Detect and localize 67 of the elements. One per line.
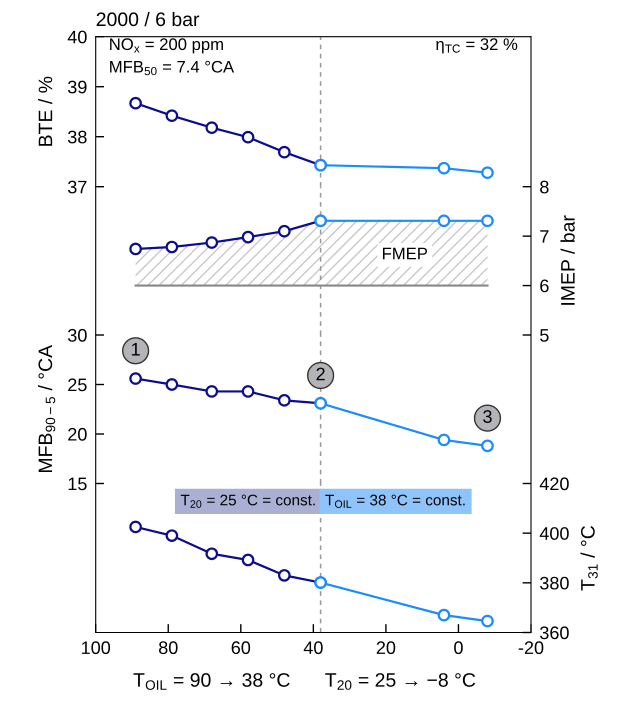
y-tick-label: 37 xyxy=(68,180,86,194)
x-tick-label: 20 xyxy=(376,641,396,654)
point xyxy=(242,554,254,566)
x-tick-label: -20 xyxy=(518,641,544,654)
annotation: T$_{OIL}$ = 38 °C = const. xyxy=(325,494,465,508)
y-tick-label: 25 xyxy=(68,378,87,392)
y-tick-label: 39 xyxy=(68,80,87,94)
y2-tick-label: 5 xyxy=(540,329,549,342)
point xyxy=(278,146,291,159)
x-tick-label: 60 xyxy=(232,641,250,654)
annotation: T$_{20}$ = 25 °C = const. xyxy=(180,494,315,508)
y2-tick-label: 380 xyxy=(540,576,569,590)
y-tick-label: 30 xyxy=(68,328,87,342)
annotation: NO$_{x}$ = 200 ppm xyxy=(110,38,223,54)
text: T$_{20}$ = 25 → −8 °C xyxy=(325,673,476,690)
point xyxy=(278,224,291,238)
point xyxy=(481,166,494,180)
point xyxy=(205,385,218,398)
y2-axis-title: IMEP / bar xyxy=(560,215,575,305)
x-tick-label: 40 xyxy=(304,641,323,654)
point xyxy=(129,520,142,534)
chart-title: 2000 / 6 bar xyxy=(96,12,200,26)
y-tick-label: 15 xyxy=(68,478,87,490)
point xyxy=(166,378,178,391)
point xyxy=(438,214,450,228)
point xyxy=(438,162,450,175)
annotation: FMEP xyxy=(382,248,428,260)
point xyxy=(166,529,178,542)
x-tick-label: 80 xyxy=(158,641,178,654)
y-tick-label: 38 xyxy=(68,130,87,144)
y2-tick-label: 400 xyxy=(540,527,569,540)
y2-tick-label: 8 xyxy=(540,180,549,194)
y2-tick-label: 7 xyxy=(540,230,548,243)
point xyxy=(481,614,494,628)
y-tick-label: 40 xyxy=(68,30,87,44)
y-axis-title: MFB$_{90−5}$ / °CA xyxy=(38,344,56,472)
y2-tick-label: 360 xyxy=(540,626,569,640)
point xyxy=(438,434,450,446)
y2-axis-title: T$_{31}$ / °C xyxy=(580,526,598,591)
text: T$_{OIL}$ = 90 → 38 °C xyxy=(133,673,290,690)
point xyxy=(242,385,254,398)
point xyxy=(166,109,178,122)
annotation: MFB$_{50}$ = 7.4 °CA xyxy=(110,60,234,76)
point xyxy=(129,96,142,110)
point xyxy=(205,236,218,249)
y-axis-title: BTE / % xyxy=(38,76,52,146)
point xyxy=(205,121,218,134)
point xyxy=(242,230,254,244)
y-tick-label: 20 xyxy=(68,428,87,441)
y2-tick-label: 420 xyxy=(540,477,569,490)
point xyxy=(278,394,291,407)
point xyxy=(278,569,291,582)
x-tick-label: 0 xyxy=(454,641,463,654)
x-tick-label: 100 xyxy=(82,641,110,654)
point xyxy=(438,608,450,622)
point xyxy=(166,240,178,254)
point xyxy=(481,214,494,228)
annotation: 1 xyxy=(132,343,140,356)
annotation: 3 xyxy=(483,410,492,423)
point xyxy=(242,130,254,144)
point xyxy=(205,547,218,560)
annotation: 2 xyxy=(316,368,325,380)
point xyxy=(129,242,142,256)
point xyxy=(129,372,142,385)
point xyxy=(481,440,494,452)
y2-tick-label: 6 xyxy=(540,280,549,292)
annotation: η$_{TC}$ = 32 % xyxy=(436,38,518,54)
